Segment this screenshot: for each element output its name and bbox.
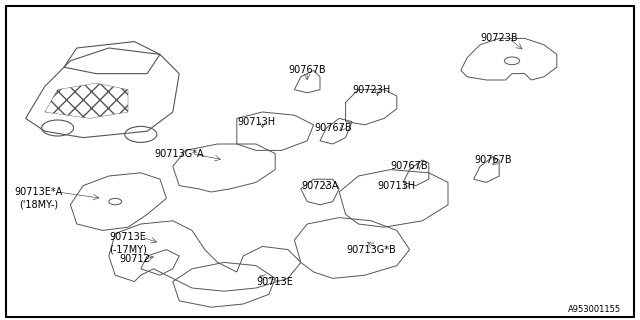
Text: (-17MY): (-17MY) xyxy=(109,244,147,255)
Text: 90723H: 90723H xyxy=(352,84,390,95)
Text: 90713E: 90713E xyxy=(257,276,294,287)
Text: 90713E: 90713E xyxy=(109,232,147,242)
Text: 90767B: 90767B xyxy=(314,123,351,133)
Text: A953001155: A953001155 xyxy=(568,305,621,314)
Text: 90713H: 90713H xyxy=(378,180,416,191)
Text: 90767B: 90767B xyxy=(474,155,511,165)
Text: 90713G*A: 90713G*A xyxy=(154,148,204,159)
Text: ('18MY-): ('18MY-) xyxy=(19,200,58,210)
Text: 90712: 90712 xyxy=(119,254,150,264)
Text: 90767B: 90767B xyxy=(391,161,428,172)
Text: 90713E*A: 90713E*A xyxy=(14,187,63,197)
Text: 90713G*B: 90713G*B xyxy=(346,244,396,255)
Text: 90723B: 90723B xyxy=(481,33,518,44)
Text: 90723A: 90723A xyxy=(301,180,339,191)
Text: 90713H: 90713H xyxy=(237,116,275,127)
Text: 90767B: 90767B xyxy=(289,65,326,76)
